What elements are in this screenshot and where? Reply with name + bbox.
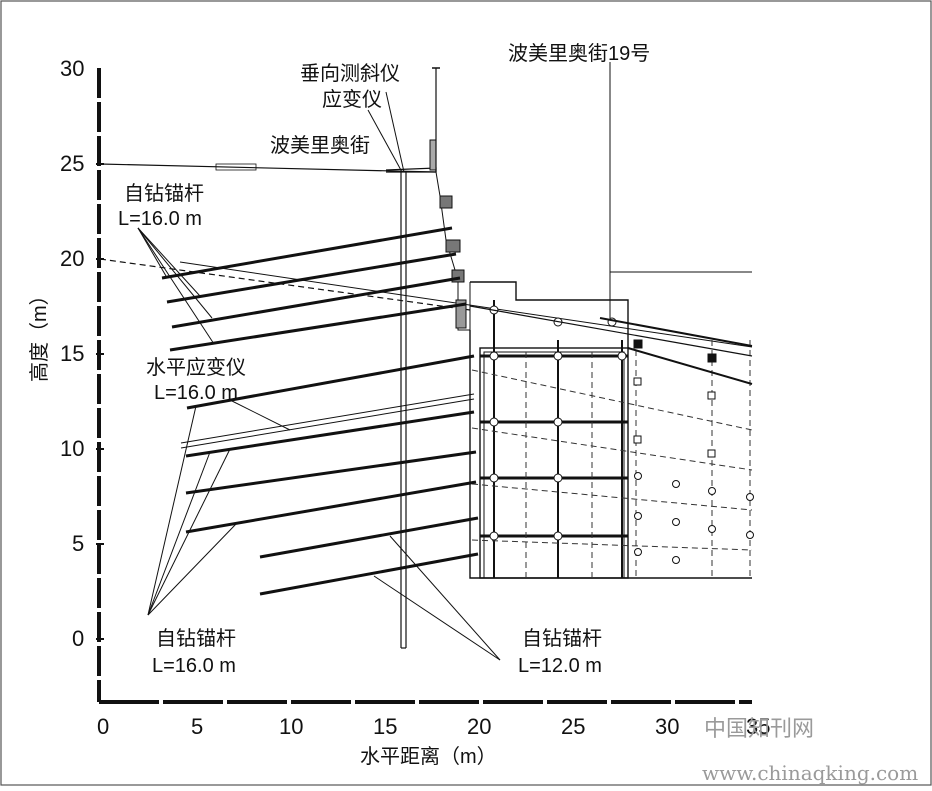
label-anchor-top-length: L=16.0 m	[118, 208, 202, 230]
y-tick-label: 15	[60, 341, 84, 366]
label-anchor-bottom-right: 自钻锚杆	[522, 627, 602, 650]
label-horizontal-gauge-length: L=16.0 m	[154, 382, 238, 404]
y-tick-label: 0	[72, 626, 84, 651]
x-tick-label: 0	[97, 714, 109, 739]
anchors-upper	[162, 228, 466, 350]
label-anchor-bottom-left: 自钻锚杆	[156, 627, 236, 650]
y-axis-title: 高度（m）	[28, 285, 51, 382]
x-tick-label: 25	[561, 714, 585, 739]
y-tick-label: 20	[60, 246, 84, 271]
y-tick-label: 5	[72, 531, 84, 556]
building-frame-grid	[472, 300, 752, 578]
label-strain-gauge: 应变仪	[322, 88, 382, 111]
label-street: 波美里奥街	[270, 134, 370, 157]
y-axis	[96, 68, 104, 702]
watermark-url: www.chinaqking.com	[702, 761, 918, 785]
x-tick-label: 15	[373, 714, 397, 739]
label-horizontal-gauge: 水平应变仪	[146, 356, 246, 379]
label-anchor-bottom-right-length: L=12.0 m	[518, 655, 602, 677]
x-axis-title: 水平距离（m）	[360, 745, 497, 768]
label-anchor-top: 自钻锚杆	[124, 182, 204, 205]
y-tick-label: 30	[60, 56, 84, 81]
x-tick-label: 5	[191, 714, 203, 739]
x-tick-label: 30	[655, 714, 679, 739]
label-anchor-bottom-left-length: L=16.0 m	[152, 655, 236, 677]
x-tick-label: 10	[279, 714, 303, 739]
y-tick-label: 25	[60, 151, 84, 176]
x-tick-label: 20	[467, 714, 491, 739]
label-building: 波美里奥街19号	[508, 42, 650, 65]
watermark-cn: 中国知刊网	[704, 717, 814, 742]
y-tick-label: 10	[60, 436, 84, 461]
label-inclinometer: 垂向测斜仪	[300, 62, 400, 85]
